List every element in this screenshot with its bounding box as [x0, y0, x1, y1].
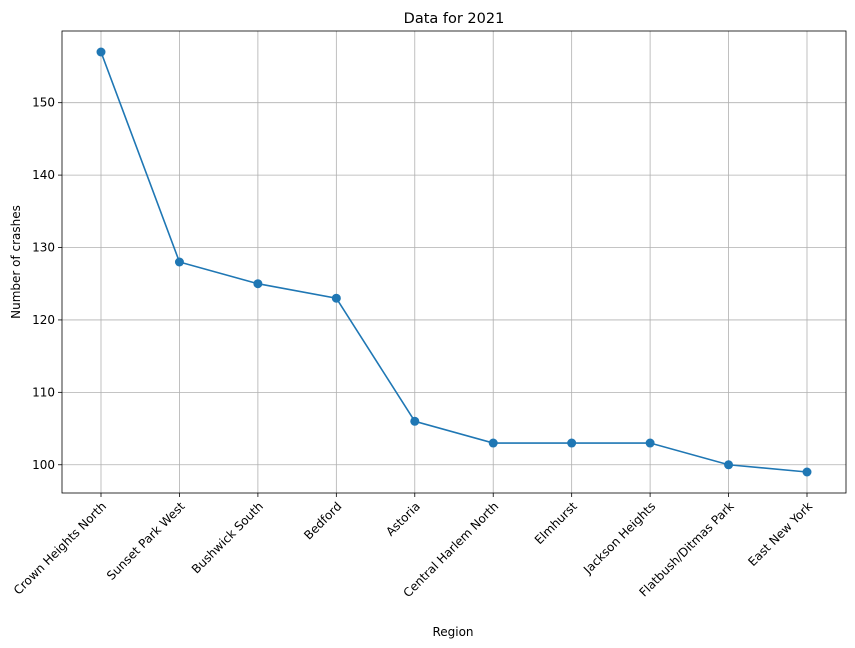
y-axis-label: Number of crashes — [9, 205, 23, 319]
data-point — [488, 438, 498, 448]
y-tick-label: 130 — [32, 241, 55, 255]
y-tick-label: 110 — [32, 385, 55, 399]
data-point — [645, 438, 655, 448]
y-tick-label: 100 — [32, 458, 55, 472]
x-axis-label: Region — [432, 625, 473, 639]
series-line — [100, 51, 808, 473]
data-point — [96, 47, 106, 57]
data-point — [253, 279, 263, 289]
chart-title: Data for 2021 — [404, 11, 505, 27]
series-layer — [96, 47, 812, 477]
y-tick-label: 120 — [32, 313, 55, 327]
y-axis: 100 110 120 130 140 150 — [32, 96, 62, 472]
y-tick-label: 150 — [32, 96, 55, 110]
data-point — [802, 467, 812, 477]
y-tick-label: 140 — [32, 168, 55, 182]
grid — [62, 31, 846, 493]
data-point — [174, 257, 184, 267]
data-point — [567, 438, 577, 448]
plot-frame — [61, 30, 847, 494]
data-point — [410, 416, 420, 426]
data-point — [331, 293, 341, 303]
data-point — [724, 460, 734, 470]
